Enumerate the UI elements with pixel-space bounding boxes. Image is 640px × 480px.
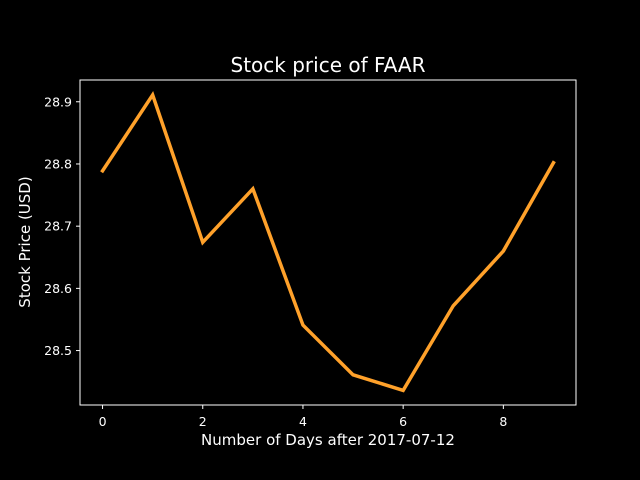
y-tick-label: 28.7	[44, 219, 72, 234]
x-tick-label: 4	[299, 414, 307, 429]
y-tick-label: 28.8	[44, 156, 72, 171]
data-point	[151, 93, 154, 96]
x-tick-label: 8	[499, 414, 507, 429]
data-point	[552, 161, 555, 164]
y-tick-label: 28.6	[44, 281, 72, 296]
y-tick-label: 28.9	[44, 94, 72, 109]
chart-title: Stock price of FAAR	[231, 53, 426, 77]
data-point	[402, 389, 405, 392]
data-point	[452, 304, 455, 307]
plot-area: 0 2 4 6 8 28.5 28.6 28.7 28.8 28.9	[44, 79, 577, 429]
y-tick-label: 28.5	[44, 343, 72, 358]
x-tick-label: 6	[399, 414, 407, 429]
plot-frame	[79, 79, 577, 406]
x-tick-label: 0	[99, 414, 107, 429]
x-tick-label: 2	[199, 414, 207, 429]
data-point	[502, 250, 505, 253]
data-point	[251, 187, 254, 190]
x-axis-label: Number of Days after 2017-07-12	[201, 431, 455, 449]
y-axis-label: Stock Price (USD)	[16, 176, 34, 307]
data-point	[301, 324, 304, 327]
data-point	[101, 169, 104, 172]
series-line	[100, 90, 556, 393]
data-point	[352, 373, 355, 376]
data-point	[201, 241, 204, 244]
